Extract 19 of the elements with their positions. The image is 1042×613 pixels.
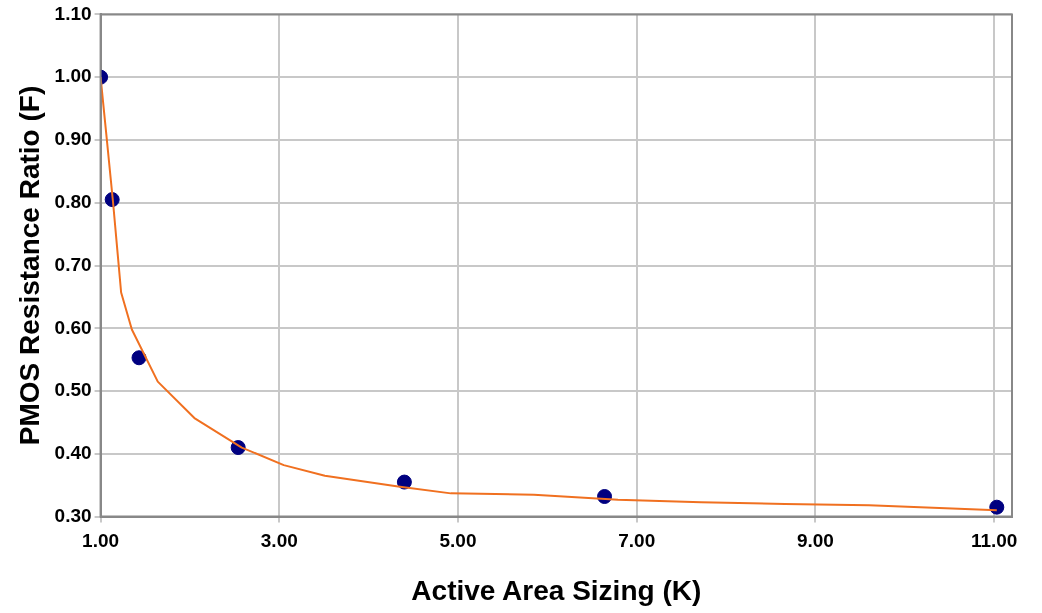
y-tick-label: 1.10 [54, 2, 92, 24]
y-tick-label: 0.70 [54, 253, 92, 275]
y-tick-label: 0.90 [54, 128, 92, 150]
x-tick-label: 5.00 [439, 530, 477, 552]
y-tick-label: 0.30 [54, 504, 92, 526]
x-tick-label: 3.00 [260, 530, 298, 552]
point [989, 499, 1005, 515]
y-tick-label: 0.80 [54, 190, 92, 212]
y-tick-label: 0.40 [54, 442, 92, 464]
x-tick-label: 11.00 [970, 530, 1018, 552]
y-axis-title: PMOS Resistance Ratio (F) [13, 85, 45, 446]
x-tick-label: 9.00 [796, 530, 834, 552]
y-tick-label: 1.00 [54, 65, 92, 87]
y-tick-label: 0.50 [54, 379, 92, 401]
y-tick-label: 0.60 [54, 316, 92, 338]
x-tick-label: 1.00 [82, 530, 120, 552]
x-tick-label: 7.00 [618, 530, 656, 552]
point [131, 350, 147, 366]
x-axis-title: Active Area Sizing (K) [411, 574, 702, 606]
